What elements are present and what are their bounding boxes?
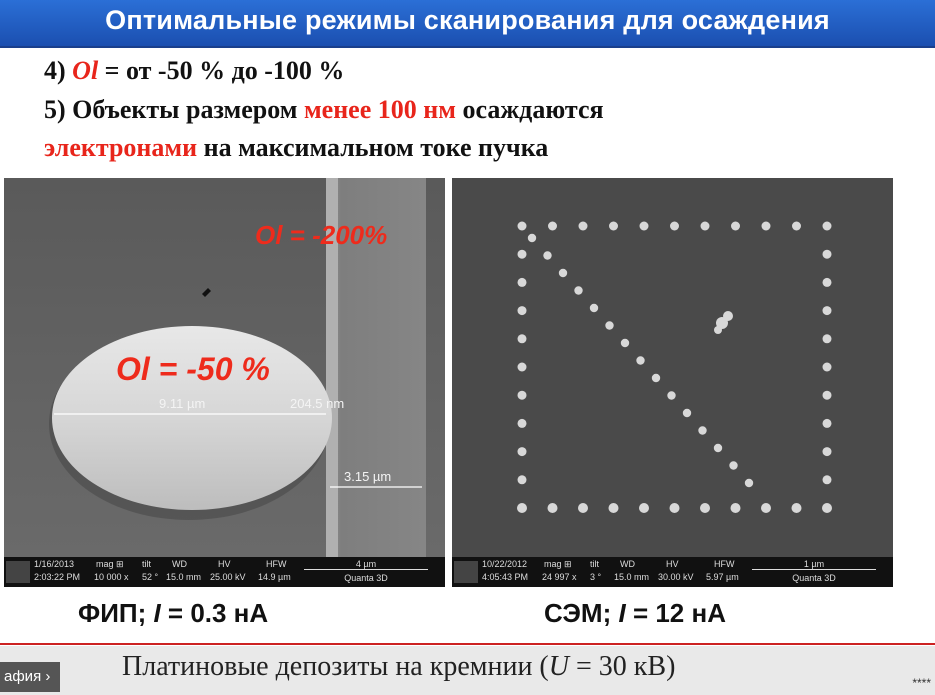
point-5-line-1: 5) Объекты размером менее 100 нм осаждаю…: [44, 95, 604, 124]
highlight-size: менее 100 нм: [303, 95, 456, 124]
nav-chip-button[interactable]: афия ›: [0, 662, 60, 692]
sem-image: 10/22/2012 4:05:43 PM mag ⊞ 24 997 x til…: [452, 178, 893, 587]
sem-info-bar: 10/22/2012 4:05:43 PM mag ⊞ 24 997 x til…: [452, 557, 893, 587]
ol-200-label: Ol = -200%: [255, 220, 388, 250]
sem-caption: СЭМ; I = 12 нА: [544, 598, 726, 628]
fib-caption: ФИП; I = 0.3 нА: [78, 598, 269, 628]
width-measurement: 9.11 µm: [159, 396, 206, 411]
slide-footer-caption: Платиновые депозиты на кремнии (U = 30 к…: [122, 651, 676, 682]
ol-symbol: Ol: [72, 56, 99, 85]
gap-measurement: 204.5 nm: [290, 396, 345, 411]
slide-title-bar: Оптимальные режимы сканирования для осаж…: [0, 0, 935, 48]
footer-stars: ****: [912, 676, 931, 690]
point-4: 4) Ol = от -50 % до -100 %: [44, 56, 345, 85]
scale-bar: 4 µm: [304, 559, 428, 570]
fei-logo-icon: [6, 561, 30, 583]
fib-info-bar: 1/16/2013 2:03:22 PM mag ⊞ 10 000 x tilt…: [4, 557, 445, 587]
highlight-electrons: электронами: [44, 133, 198, 162]
point-5-line-2: электронами на максимальном токе пучка: [44, 133, 549, 162]
slide-title: Оптимальные режимы сканирования для осаж…: [105, 5, 830, 35]
fib-sem-image: Ol = -200% Ol = -50 % 9.11 µm 204.5 nm 3…: [4, 178, 445, 587]
scale-bar: 1 µm: [752, 559, 876, 570]
footer-bar: [0, 646, 935, 695]
sem-dots-picture: [452, 178, 893, 558]
fib-deposit-picture: [4, 178, 445, 558]
footer-divider: [0, 643, 935, 645]
fei-logo-icon: [454, 561, 478, 583]
ol-50-label: Ol = -50 %: [116, 351, 270, 387]
strip-measurement: 3.15 µm: [344, 469, 392, 484]
